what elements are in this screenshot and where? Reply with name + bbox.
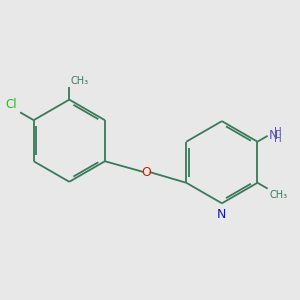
- Text: Cl: Cl: [6, 98, 17, 111]
- Text: N: N: [268, 129, 278, 142]
- Text: H: H: [274, 128, 282, 137]
- Text: O: O: [142, 167, 152, 179]
- Text: N: N: [217, 208, 226, 221]
- Text: H: H: [274, 134, 282, 144]
- Text: CH₃: CH₃: [70, 76, 88, 86]
- Text: CH₃: CH₃: [270, 190, 288, 200]
